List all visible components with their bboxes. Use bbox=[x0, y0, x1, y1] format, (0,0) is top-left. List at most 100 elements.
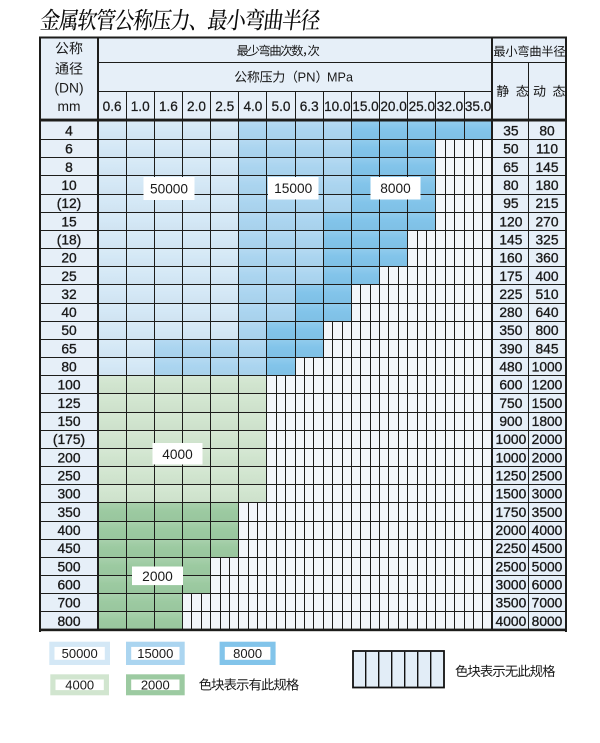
svg-text:32: 32 bbox=[61, 287, 76, 302]
svg-text:50000: 50000 bbox=[150, 182, 188, 197]
svg-text:32.0: 32.0 bbox=[437, 99, 464, 114]
svg-text:25.0: 25.0 bbox=[409, 99, 436, 114]
svg-text:145: 145 bbox=[535, 160, 558, 175]
svg-text:25: 25 bbox=[61, 269, 77, 284]
svg-text:4000: 4000 bbox=[65, 677, 94, 692]
svg-text:160: 160 bbox=[499, 251, 522, 266]
svg-text:2.0: 2.0 bbox=[187, 99, 206, 114]
svg-text:510: 510 bbox=[535, 287, 558, 302]
svg-text:(12): (12) bbox=[57, 196, 82, 211]
svg-text:6: 6 bbox=[65, 142, 73, 157]
svg-text:2500: 2500 bbox=[496, 559, 527, 574]
svg-text:800: 800 bbox=[535, 323, 558, 338]
svg-text:180: 180 bbox=[535, 178, 558, 193]
svg-text:6.3: 6.3 bbox=[300, 99, 319, 114]
svg-text:1.6: 1.6 bbox=[159, 99, 178, 114]
svg-text:480: 480 bbox=[499, 360, 522, 375]
svg-text:(175): (175) bbox=[53, 432, 85, 447]
svg-text:225: 225 bbox=[499, 287, 522, 302]
svg-text:750: 750 bbox=[499, 396, 522, 411]
svg-text:(DN): (DN) bbox=[54, 80, 83, 95]
svg-text:100: 100 bbox=[57, 378, 80, 393]
svg-text:8: 8 bbox=[65, 160, 73, 175]
svg-text:3000: 3000 bbox=[532, 487, 563, 502]
svg-text:2250: 2250 bbox=[496, 541, 527, 556]
svg-text:PN: PN bbox=[297, 70, 315, 85]
svg-text:1750: 1750 bbox=[496, 505, 527, 520]
svg-text:65: 65 bbox=[503, 160, 519, 175]
svg-text:20.0: 20.0 bbox=[380, 99, 407, 114]
svg-text:0.6: 0.6 bbox=[103, 99, 122, 114]
svg-text:4000: 4000 bbox=[496, 614, 527, 629]
svg-text:325: 325 bbox=[535, 232, 558, 247]
svg-text:2000: 2000 bbox=[142, 569, 173, 584]
svg-text:800: 800 bbox=[57, 614, 80, 629]
svg-text:350: 350 bbox=[499, 323, 522, 338]
svg-text:35: 35 bbox=[503, 124, 519, 139]
svg-text:3500: 3500 bbox=[532, 505, 563, 520]
svg-text:50: 50 bbox=[61, 323, 77, 338]
svg-text:5000: 5000 bbox=[532, 559, 563, 574]
svg-text:450: 450 bbox=[57, 541, 80, 556]
svg-text:8000: 8000 bbox=[233, 646, 262, 661]
svg-text:110: 110 bbox=[536, 142, 558, 157]
svg-text:8000: 8000 bbox=[532, 614, 563, 629]
svg-text:215: 215 bbox=[535, 196, 558, 211]
svg-text:4500: 4500 bbox=[532, 541, 563, 556]
svg-text:2000: 2000 bbox=[532, 450, 563, 465]
svg-text:1800: 1800 bbox=[532, 414, 563, 429]
svg-text:15: 15 bbox=[61, 214, 77, 229]
svg-text:500: 500 bbox=[57, 559, 80, 574]
svg-text:845: 845 bbox=[535, 341, 558, 356]
svg-text:250: 250 bbox=[57, 469, 80, 484]
svg-text:10: 10 bbox=[61, 178, 77, 193]
svg-text:1000: 1000 bbox=[532, 360, 563, 375]
svg-text:15.0: 15.0 bbox=[352, 99, 379, 114]
svg-text:390: 390 bbox=[499, 341, 522, 356]
svg-text:2000: 2000 bbox=[141, 677, 170, 692]
svg-text:7000: 7000 bbox=[532, 596, 563, 611]
svg-text:150: 150 bbox=[57, 414, 80, 429]
svg-text:3000: 3000 bbox=[496, 578, 527, 593]
svg-text:5.0: 5.0 bbox=[272, 99, 291, 114]
svg-text:125: 125 bbox=[57, 396, 80, 411]
svg-text:6000: 6000 bbox=[532, 578, 563, 593]
svg-text:4000: 4000 bbox=[532, 523, 563, 538]
svg-text:1000: 1000 bbox=[496, 432, 527, 447]
svg-text:360: 360 bbox=[535, 251, 558, 266]
svg-text:700: 700 bbox=[57, 596, 80, 611]
svg-text:65: 65 bbox=[61, 341, 77, 356]
svg-text:145: 145 bbox=[499, 232, 522, 247]
svg-text:20: 20 bbox=[61, 251, 77, 266]
svg-text:15000: 15000 bbox=[274, 181, 312, 196]
svg-text:200: 200 bbox=[57, 450, 80, 465]
svg-text:300: 300 bbox=[57, 487, 80, 502]
svg-text:400: 400 bbox=[535, 269, 558, 284]
svg-text:4: 4 bbox=[65, 124, 73, 139]
svg-text:1000: 1000 bbox=[496, 450, 527, 465]
svg-text:MPa: MPa bbox=[327, 71, 353, 85]
svg-text:40: 40 bbox=[61, 305, 77, 320]
svg-text:2.5: 2.5 bbox=[215, 99, 234, 114]
svg-text:4.0: 4.0 bbox=[243, 99, 262, 114]
svg-text:280: 280 bbox=[499, 305, 522, 320]
svg-text:400: 400 bbox=[57, 523, 80, 538]
svg-text:640: 640 bbox=[535, 305, 558, 320]
svg-text:mm: mm bbox=[58, 99, 81, 114]
svg-text:2500: 2500 bbox=[532, 469, 563, 484]
svg-text:270: 270 bbox=[535, 214, 558, 229]
svg-text:350: 350 bbox=[57, 505, 80, 520]
svg-text:(18): (18) bbox=[57, 232, 82, 247]
svg-text:80: 80 bbox=[61, 360, 77, 375]
svg-text:600: 600 bbox=[57, 578, 80, 593]
svg-text:1200: 1200 bbox=[532, 378, 563, 393]
svg-text:10.0: 10.0 bbox=[324, 99, 351, 114]
svg-text:50000: 50000 bbox=[62, 646, 98, 661]
svg-text:120: 120 bbox=[499, 214, 522, 229]
svg-text:80: 80 bbox=[503, 178, 519, 193]
svg-text:50: 50 bbox=[503, 142, 519, 157]
svg-text:3500: 3500 bbox=[496, 596, 527, 611]
svg-text:1500: 1500 bbox=[496, 487, 527, 502]
svg-text:35.0: 35.0 bbox=[465, 99, 492, 114]
svg-text:600: 600 bbox=[499, 378, 522, 393]
